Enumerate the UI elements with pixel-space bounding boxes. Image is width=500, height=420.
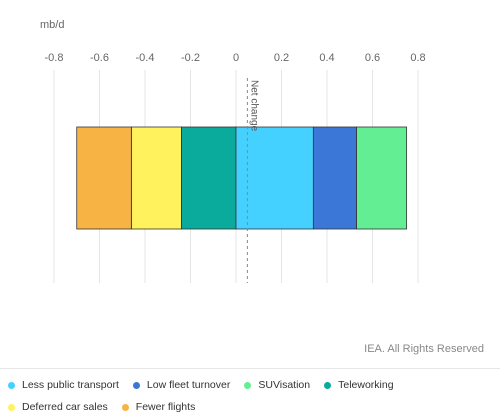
legend-item-low-fleet-turnover[interactable]: Low fleet turnover xyxy=(132,378,231,392)
x-tick-label: -0.8 xyxy=(45,52,64,64)
bar-segment-suvisation[interactable] xyxy=(356,126,408,230)
legend-dot xyxy=(121,403,129,411)
legend-dot xyxy=(132,381,140,389)
legend-item-deferred-car-sales[interactable]: Deferred car sales xyxy=(8,400,108,414)
chart: mb/d -0.8 -0.6 -0.4 -0.2 0 0.2 0.4 0.6 0.8 Net c… xyxy=(40,19,426,283)
legend-label: Low fleet turnover xyxy=(146,379,231,391)
x-tick-label: 0 xyxy=(233,52,239,64)
x-tick-label: 0.2 xyxy=(274,52,289,64)
legend: Less public transport Low fleet turnover… xyxy=(8,378,448,414)
x-tick-label: 0.8 xyxy=(410,52,425,64)
legend-label: Teleworking xyxy=(338,379,394,391)
net-change-label: Net change xyxy=(248,80,259,132)
bar-segment-low-fleet-turnover[interactable] xyxy=(312,126,357,230)
bar-segment-teleworking[interactable] xyxy=(180,126,237,230)
legend-dot xyxy=(324,381,332,389)
x-tick-label: 0.6 xyxy=(365,52,380,64)
x-tick-label: -0.2 xyxy=(181,52,200,64)
legend-dot xyxy=(8,403,15,411)
bar-segment-less-public-transport[interactable] xyxy=(235,126,314,230)
unit-label: mb/d xyxy=(40,19,64,31)
legend-item-suvisation[interactable]: SUVisation xyxy=(244,378,310,392)
net-change-marker: Net change xyxy=(246,78,259,283)
x-tick-label: 0.4 xyxy=(319,52,334,64)
legend-item-teleworking[interactable]: Teleworking xyxy=(324,378,394,392)
stacked-bar xyxy=(76,126,408,230)
credit-text: IEA. All Rights Reserved xyxy=(364,343,484,355)
legend-label: Fewer flights xyxy=(135,401,196,413)
bar-segment-deferred-car-sales[interactable] xyxy=(130,126,182,230)
legend-item-less-public-transport[interactable]: Less public transport xyxy=(8,378,119,392)
x-axis-ticks: -0.8 -0.6 -0.4 -0.2 0 0.2 0.4 0.6 0.8 xyxy=(45,52,426,64)
legend-dot xyxy=(244,381,252,389)
x-tick-label: -0.4 xyxy=(136,52,155,64)
legend-divider xyxy=(0,368,500,369)
bar-segment-fewer-flights[interactable] xyxy=(76,126,132,230)
legend-item-fewer-flights[interactable]: Fewer flights xyxy=(121,400,196,414)
legend-label: Deferred car sales xyxy=(22,401,108,413)
legend-label: Less public transport xyxy=(22,379,119,391)
legend-dot xyxy=(8,381,15,389)
legend-label: SUVisation xyxy=(258,379,311,391)
x-tick-label: -0.6 xyxy=(90,52,109,64)
